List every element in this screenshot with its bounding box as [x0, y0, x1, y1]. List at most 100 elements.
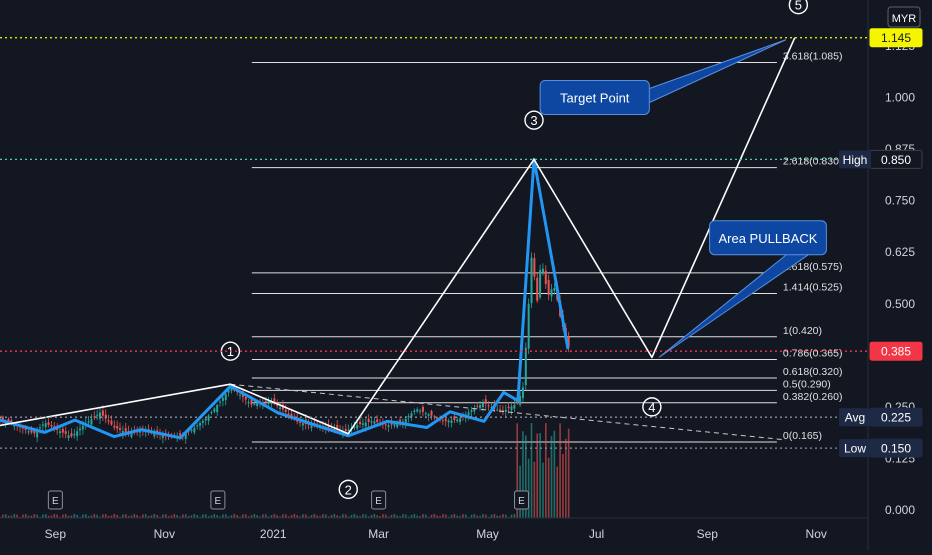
candle-body — [73, 433, 76, 436]
candle-body — [99, 412, 102, 419]
volume-bar — [510, 514, 513, 518]
candle-body — [487, 405, 490, 407]
candle-body — [119, 427, 122, 430]
candle-body — [113, 425, 116, 428]
volume-bar — [30, 515, 33, 518]
volume-bar — [436, 515, 439, 518]
candle-body — [347, 429, 350, 432]
y-tick-label: 0.500 — [885, 297, 915, 311]
candle-body — [416, 409, 419, 412]
volume-bar — [224, 514, 227, 518]
volume-bar — [244, 514, 247, 518]
candle-body — [399, 419, 402, 423]
volume-bar — [493, 514, 496, 518]
volume-bar — [433, 514, 436, 518]
volume-bar — [396, 515, 399, 518]
price-tag-side-label: Avg — [845, 411, 865, 425]
x-tick-label: Sep — [45, 527, 67, 541]
volume-bar — [484, 514, 487, 518]
volume-bar — [144, 514, 147, 518]
volume-bar — [302, 514, 304, 518]
currency-box[interactable] — [887, 6, 921, 28]
price-tag[interactable] — [869, 341, 923, 361]
volume-bar — [130, 515, 133, 518]
volume-bar — [359, 516, 361, 518]
price-tag-side-box[interactable] — [839, 150, 871, 169]
wave-marker-circle[interactable] — [788, 0, 809, 15]
volume-bar — [430, 514, 433, 518]
volume-bar — [104, 514, 107, 518]
candle-body — [550, 289, 553, 297]
candle-body — [384, 424, 387, 426]
volume-bar — [256, 515, 258, 518]
price-tag-side-box[interactable] — [839, 439, 871, 458]
earnings-marker-label: E — [375, 496, 382, 507]
volume-bar — [216, 515, 218, 518]
volume-bar — [230, 515, 233, 518]
fib-level-label: 3.618(1.085) — [783, 50, 843, 62]
wave-marker-circle[interactable] — [524, 110, 544, 130]
candle-body — [224, 393, 227, 401]
volume-bar — [84, 514, 87, 518]
earnings-marker-label: E — [52, 496, 59, 507]
candle-body — [421, 406, 424, 412]
wave-marker-label: 4 — [648, 400, 655, 415]
wave-marker-circle[interactable] — [338, 479, 358, 500]
earnings-marker[interactable] — [514, 490, 530, 510]
fib-level-label: 0.618(0.320) — [783, 366, 843, 378]
candle-body — [370, 421, 373, 423]
volume-bar — [542, 462, 544, 518]
earnings-marker[interactable] — [210, 490, 226, 510]
candle-body — [216, 404, 219, 413]
candle-body — [424, 413, 427, 415]
wave-line-white[interactable] — [0, 37, 796, 435]
annotation-box[interactable] — [539, 80, 650, 115]
candle-body — [530, 257, 533, 304]
volume-bar — [404, 514, 407, 518]
volume-bar — [367, 516, 370, 518]
candle-body — [287, 413, 290, 415]
candle-body — [64, 431, 67, 434]
volume-bar — [327, 516, 330, 518]
candle-body — [299, 421, 302, 423]
volume-bar — [344, 514, 347, 518]
volume-bar — [559, 423, 561, 518]
volume-bar — [390, 514, 393, 518]
volume-bar — [102, 514, 104, 518]
wave-line-blue[interactable] — [0, 157, 570, 440]
volume-bar — [556, 466, 559, 518]
volume-bar — [73, 514, 76, 518]
volume-bar — [376, 515, 379, 518]
candle-body — [281, 404, 284, 410]
volume-bar — [24, 514, 27, 518]
volume-bar — [330, 515, 333, 518]
volume-bar — [273, 514, 276, 518]
volume-bar — [370, 514, 373, 518]
volume-bar — [267, 516, 270, 518]
candle-body — [427, 414, 430, 416]
volume-bar — [282, 514, 284, 518]
volume-bar — [179, 516, 181, 518]
earnings-marker[interactable] — [371, 490, 387, 510]
candle-body — [93, 416, 96, 418]
volume-bar — [264, 514, 267, 518]
volume-bar — [450, 514, 453, 518]
fib-level-label: 0.786(0.365) — [783, 347, 843, 359]
earnings-marker[interactable] — [47, 490, 63, 510]
volume-bar — [342, 514, 344, 518]
volume-bar — [516, 423, 519, 518]
candle-body — [479, 405, 482, 409]
candle-body — [247, 402, 250, 404]
volume-bar — [419, 515, 421, 518]
candle-body — [193, 427, 196, 433]
price-tag-side-box[interactable] — [839, 408, 871, 427]
wave-marker-circle[interactable] — [642, 397, 662, 417]
dashed-trend-line[interactable] — [230, 383, 786, 441]
volume-bar — [439, 515, 441, 518]
volume-bar — [56, 514, 58, 518]
annotation-box[interactable] — [709, 220, 827, 256]
volume-bar — [190, 515, 193, 518]
price-tag[interactable] — [869, 28, 923, 48]
